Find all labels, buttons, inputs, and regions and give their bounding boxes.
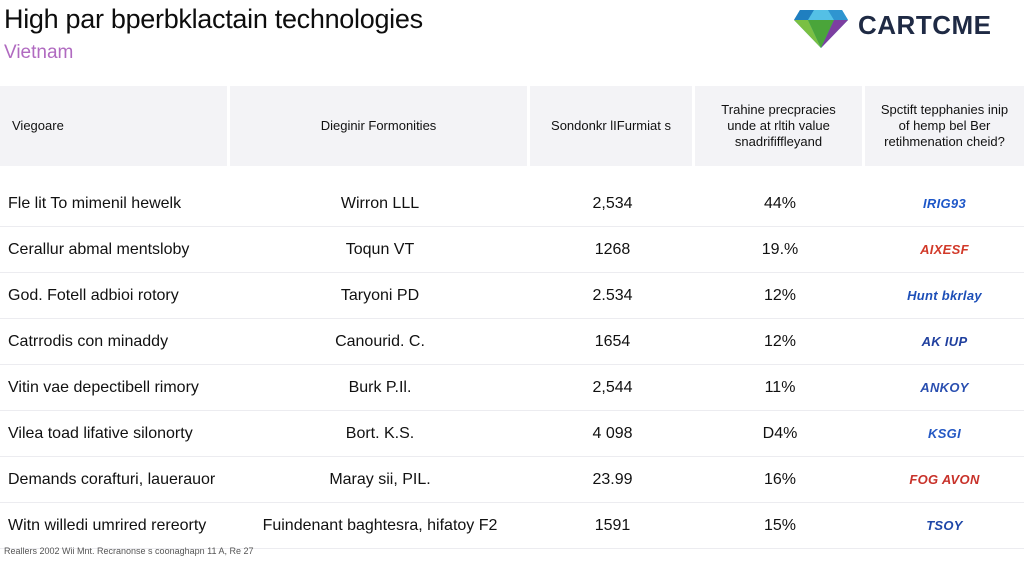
row-value: 2,544	[592, 378, 633, 396]
row-name: God. Fotell adbioi rotory	[8, 286, 179, 304]
page-subtitle: Vietnam	[4, 42, 74, 63]
row-value: 2,534	[592, 194, 633, 212]
row-company: Wirron LLL	[340, 194, 420, 212]
row-company: Maray sii, PIL.	[329, 470, 431, 488]
row-percent: 19.%	[761, 240, 799, 258]
row-company: Toqun VT	[345, 240, 415, 258]
row-percent: 15%	[763, 516, 797, 534]
row-percent: 44%	[763, 194, 797, 212]
row-brand-cell: TSOY	[865, 518, 1024, 533]
row-value: 1268	[594, 240, 631, 258]
row-brand-cell: ANKOY	[865, 380, 1024, 395]
row-value: 1654	[594, 332, 631, 350]
column-header: Viegoare	[0, 86, 230, 166]
brand-logo-mark: ANKOY	[920, 380, 969, 395]
brand-logo-mark: AK IUP	[921, 334, 968, 349]
column-header: Trahine precpracies unde at rltih value …	[695, 86, 865, 166]
table-row: Catrrodis con minaddy Canourid. C. 1654 12%…	[0, 319, 1024, 365]
diamond-logo-icon	[794, 10, 848, 48]
column-header: Sondonkr lIFurmiat s	[530, 86, 695, 166]
row-brand-cell: KSGI	[865, 426, 1024, 441]
row-percent: 16%	[763, 470, 797, 488]
table-row: God. Fotell adbioi rotory Taryoni PD 2.534…	[0, 273, 1024, 319]
row-name: Cerallur abmal mentsloby	[8, 240, 190, 258]
row-percent: D4%	[762, 424, 798, 442]
row-value: 2.534	[592, 286, 633, 304]
row-percent: 12%	[763, 332, 797, 350]
brand-logo-mark: IRIG93	[923, 196, 966, 211]
table-row: Cerallur abmal mentsloby Toqun VT 1268 19.%…	[0, 227, 1024, 273]
logo-text: CARTCME	[858, 9, 992, 40]
row-value: 1591	[594, 516, 631, 534]
table-header: Viegoare Dieginir Formonities Sondonkr l…	[0, 86, 1024, 166]
brand-logo-mark: Hunt bkrlay	[907, 288, 982, 303]
brand-logo-mark: FOG AVON	[909, 472, 980, 487]
row-name: Fle lit To mimenil hewelk	[8, 194, 182, 212]
row-percent: 12%	[763, 286, 797, 304]
row-brand-cell: AK IUP	[865, 334, 1024, 349]
row-value: 4 098	[592, 424, 633, 442]
brand-logo-mark: KSGI	[928, 426, 961, 441]
table-body: Fle lit To mimenil hewelk Wirron LLL 2,534…	[0, 181, 1024, 549]
row-percent: 11%	[764, 378, 796, 396]
page-title: High par bperbklactain technologies	[4, 4, 423, 34]
table-row: Vitin vae depectibell rimory Burk P.Il. 2,…	[0, 365, 1024, 411]
row-name: Catrrodis con minaddy	[8, 332, 169, 350]
column-header: Dieginir Formonities	[230, 86, 530, 166]
brand-logo: CARTCME	[790, 0, 992, 50]
table-row: Vilea toad lifative silonorty Bort. K.S. 4…	[0, 411, 1024, 457]
table-row: Demands corafturi, lauerauor Maray sii, P…	[0, 457, 1024, 503]
row-brand-cell: IRIG93	[865, 196, 1024, 211]
row-name: Demands corafturi, lauerauor	[8, 470, 216, 488]
row-brand-cell: AIXESF	[865, 242, 1024, 257]
column-header: Spctift tepphanies inip of hemp bel Ber …	[865, 86, 1024, 166]
row-name: Witn willedi umrired rereorty	[8, 516, 207, 534]
row-brand-cell: Hunt bkrlay	[865, 288, 1024, 303]
row-company: Burk P.Il.	[348, 378, 412, 396]
table-row: Fle lit To mimenil hewelk Wirron LLL 2,534…	[0, 181, 1024, 227]
row-name: Vilea toad lifative silonorty	[8, 424, 193, 442]
data-table: Viegoare Dieginir Formonities Sondonkr l…	[0, 86, 1024, 549]
footer-note: Reallers 2002 Wii Mnt. Recranonse s coon…	[4, 546, 254, 556]
brand-logo-mark: TSOY	[926, 518, 963, 533]
brand-logo-mark: AIXESF	[920, 242, 969, 257]
row-company: Fuindenant baghtesra, hifatoy F2	[262, 516, 498, 534]
row-company: Taryoni PD	[340, 286, 420, 304]
table-row: Witn willedi umrired rereorty Fuindenant …	[0, 503, 1024, 549]
row-company: Bort. K.S.	[345, 424, 415, 442]
row-name: Vitin vae depectibell rimory	[8, 378, 199, 396]
row-value: 23.99	[592, 470, 633, 488]
row-company: Canourid. C.	[335, 332, 425, 350]
row-brand-cell: FOG AVON	[865, 472, 1024, 487]
